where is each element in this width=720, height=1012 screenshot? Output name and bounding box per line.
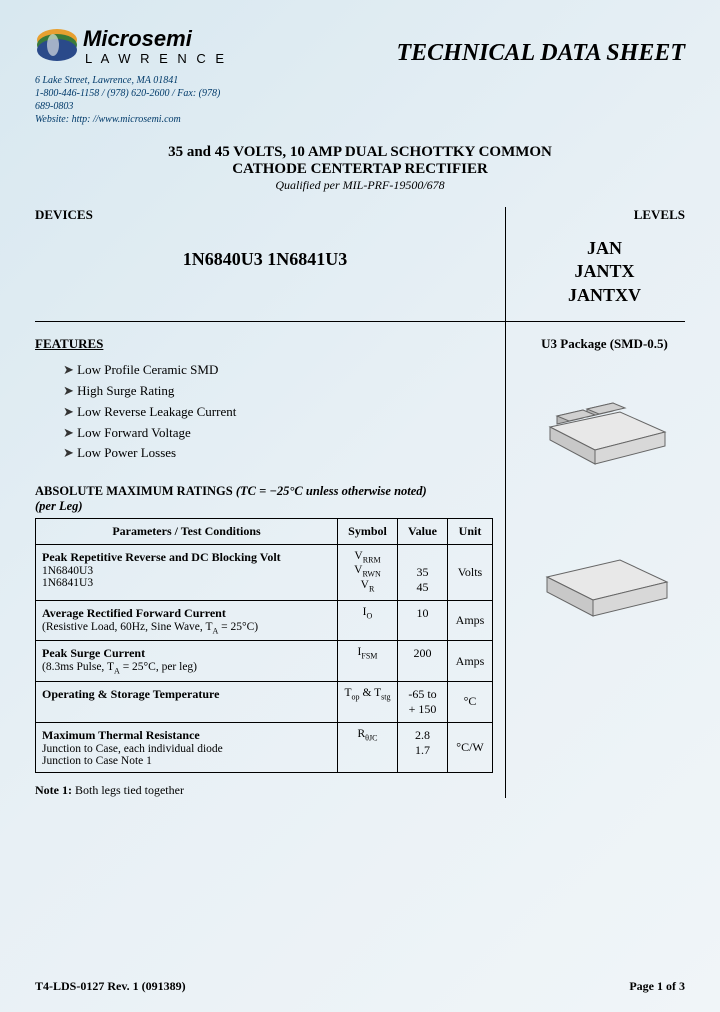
content-row: FEATURES Low Profile Ceramic SMD High Su… <box>35 322 685 798</box>
unit-cell: Volts <box>448 545 493 601</box>
table-header-row: Parameters / Test Conditions Symbol Valu… <box>36 519 493 545</box>
symbol-cell: IO <box>338 601 398 641</box>
features-heading: FEATURES <box>35 336 493 352</box>
feature-item: Low Power Losses <box>63 443 493 464</box>
address-line-3: Website: http: //www.microsemi.com <box>35 113 235 126</box>
ratings-table: Parameters / Test Conditions Symbol Valu… <box>35 518 493 773</box>
table-row: Operating & Storage TemperatureTop & Tst… <box>36 681 493 722</box>
table-row: Average Rectified Forward Current(Resist… <box>36 601 493 641</box>
feature-item: Low Profile Ceramic SMD <box>63 360 493 381</box>
header: Microsemi L A W R E N C E 6 Lake Street,… <box>35 20 685 126</box>
levels-label: LEVELS <box>524 207 685 223</box>
param-cell: Peak Repetitive Reverse and DC Blocking … <box>36 545 338 601</box>
table-row: Maximum Thermal ResistanceJunction to Ca… <box>36 722 493 772</box>
table-row: Peak Repetitive Reverse and DC Blocking … <box>36 545 493 601</box>
value-cell: 200 <box>398 641 448 681</box>
company-address: 6 Lake Street, Lawrence, MA 01841 1-800-… <box>35 74 235 126</box>
microsemi-logo: Microsemi L A W R E N C E <box>35 20 235 70</box>
footer: T4-LDS-0127 Rev. 1 (091389) Page 1 of 3 <box>35 979 685 994</box>
features-list: Low Profile Ceramic SMD High Surge Ratin… <box>35 360 493 464</box>
product-title-line-2: CATHODE CENTERTAP RECTIFIER <box>35 161 685 178</box>
note-1: Note 1: Both legs tied together <box>35 783 493 798</box>
ratings-perleg: (per Leg) <box>35 499 493 514</box>
product-title-line-1: 35 and 45 VOLTS, 10 AMP DUAL SCHOTTKY CO… <box>35 144 685 161</box>
devices-levels-row: DEVICES 1N6840U3 1N6841U3 LEVELS JAN JAN… <box>35 207 685 322</box>
level-item: JANTX <box>524 260 685 283</box>
col-value: Value <box>398 519 448 545</box>
footer-page: Page 1 of 3 <box>629 979 685 994</box>
symbol-cell: VRRMVRWNVR <box>338 545 398 601</box>
level-item: JANTXV <box>524 284 685 307</box>
device-numbers: 1N6840U3 1N6841U3 <box>35 231 495 288</box>
param-cell: Maximum Thermal ResistanceJunction to Ca… <box>36 722 338 772</box>
feature-item: High Surge Rating <box>63 381 493 402</box>
unit-cell: Amps <box>448 601 493 641</box>
document-title: TECHNICAL DATA SHEET <box>396 40 685 67</box>
unit-cell: °C/W <box>448 722 493 772</box>
col-params: Parameters / Test Conditions <box>36 519 338 545</box>
address-line-2: 1-800-446-1158 / (978) 620-2600 / Fax: (… <box>35 87 235 113</box>
package-column: U3 Package (SMD-0.5) <box>505 322 685 798</box>
package-label: U3 Package (SMD-0.5) <box>524 336 685 352</box>
symbol-cell: Top & Tstg <box>338 681 398 722</box>
symbol-cell: IFSM <box>338 641 398 681</box>
address-line-1: 6 Lake Street, Lawrence, MA 01841 <box>35 74 235 87</box>
feature-item: Low Reverse Leakage Current <box>63 402 493 423</box>
svg-text:Microsemi: Microsemi <box>83 26 193 51</box>
qualification: Qualified per MIL-PRF-19500/678 <box>35 178 685 193</box>
unit-cell: °C <box>448 681 493 722</box>
col-unit: Unit <box>448 519 493 545</box>
table-row: Peak Surge Current(8.3ms Pulse, TA = 25°… <box>36 641 493 681</box>
param-cell: Average Rectified Forward Current(Resist… <box>36 601 338 641</box>
ratings-heading: ABSOLUTE MAXIMUM RATINGS (TC = −25°C unl… <box>35 484 493 499</box>
levels-list: JAN JANTX JANTXV <box>524 231 685 321</box>
param-cell: Peak Surge Current(8.3ms Pulse, TA = 25°… <box>36 641 338 681</box>
symbol-cell: RθJC <box>338 722 398 772</box>
unit-cell: Amps <box>448 641 493 681</box>
level-item: JAN <box>524 237 685 260</box>
value-cell: 3545 <box>398 545 448 601</box>
logo-block: Microsemi L A W R E N C E 6 Lake Street,… <box>35 20 235 126</box>
value-cell: -65 to+ 150 <box>398 681 448 722</box>
col-symbol: Symbol <box>338 519 398 545</box>
value-cell: 10 <box>398 601 448 641</box>
value-cell: 2.81.7 <box>398 722 448 772</box>
footer-doc-id: T4-LDS-0127 Rev. 1 (091389) <box>35 979 186 994</box>
feature-item: Low Forward Voltage <box>63 423 493 444</box>
package-diagram-bottom <box>535 542 675 632</box>
devices-label: DEVICES <box>35 207 495 223</box>
package-diagram-top <box>535 382 675 482</box>
svg-text:L A W R E N C E: L A W R E N C E <box>85 51 227 66</box>
param-cell: Operating & Storage Temperature <box>36 681 338 722</box>
